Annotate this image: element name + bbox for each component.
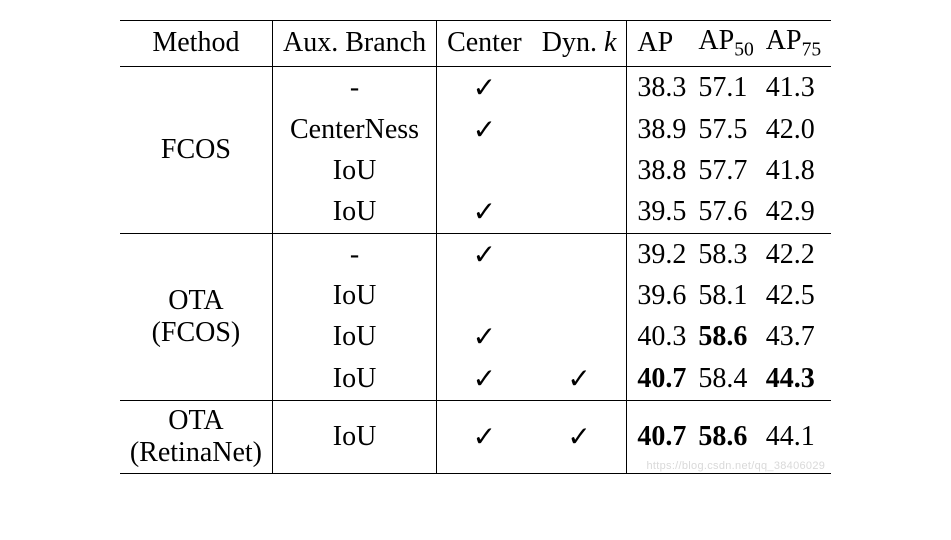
method-fcos: FCOS (120, 66, 273, 233)
ap50-cell: 58.3 (692, 233, 759, 276)
center-cell: ✓ (437, 358, 532, 401)
ap75-cell: 42.9 (760, 191, 831, 234)
ap-cell: 38.9 (627, 109, 693, 151)
header-aux: Aux. Branch (273, 21, 437, 67)
center-cell: ✓ (437, 191, 532, 234)
method-ota-fcos: OTA (FCOS) (120, 233, 273, 400)
dynk-cell (532, 66, 627, 109)
aux-cell: IoU (273, 191, 437, 234)
ap-cell: 38.3 (627, 66, 693, 109)
aux-cell: IoU (273, 151, 437, 191)
ap50-cell: 57.6 (692, 191, 759, 234)
ap50-cell: 57.7 (692, 151, 759, 191)
ap-cell: 39.5 (627, 191, 693, 234)
center-cell: ✓ (437, 316, 532, 358)
aux-cell: IoU (273, 400, 437, 473)
ap-cell: 40.7 (627, 358, 693, 401)
ap50-cell: 58.6 (692, 316, 759, 358)
ap75-cell: 41.3 (760, 66, 831, 109)
header-ap75-sub: 75 (802, 40, 822, 61)
center-cell: ✓ (437, 400, 532, 473)
ap50-cell: 57.1 (692, 66, 759, 109)
dynk-cell (532, 276, 627, 316)
dynk-cell: ✓ (532, 358, 627, 401)
header-ap50-sub: 50 (734, 40, 754, 61)
aux-cell: - (273, 66, 437, 109)
aux-cell: CenterNess (273, 109, 437, 151)
header-method: Method (120, 21, 273, 67)
center-cell: ✓ (437, 66, 532, 109)
method-ota-fcos-l1: OTA (168, 285, 223, 316)
aux-cell: - (273, 233, 437, 276)
center-cell: ✓ (437, 109, 532, 151)
header-ap75-prefix: AP (766, 25, 802, 56)
ap75-cell: 41.8 (760, 151, 831, 191)
dynk-cell (532, 233, 627, 276)
aux-cell: IoU (273, 358, 437, 401)
header-dynk: Dyn. k (532, 21, 627, 67)
method-ota-retina-l1: OTA (168, 405, 223, 436)
results-table: Method Aux. Branch Center Dyn. k AP AP50… (120, 20, 831, 474)
dynk-cell (532, 151, 627, 191)
header-ap50: AP50 (692, 21, 759, 67)
ap-cell: 38.8 (627, 151, 693, 191)
ap75-cell: 44.3 (760, 358, 831, 401)
header-ap75: AP75 (760, 21, 831, 67)
watermark-text: https://blog.csdn.net/qq_38406029 (646, 460, 825, 472)
ap50-cell: 57.5 (692, 109, 759, 151)
header-dynk-prefix: Dyn. (542, 27, 604, 58)
ap75-cell: 42.2 (760, 233, 831, 276)
header-dynk-var: k (604, 27, 616, 58)
dynk-cell: ✓ (532, 400, 627, 473)
ap75-cell: 42.0 (760, 109, 831, 151)
method-ota-fcos-l2: (FCOS) (152, 317, 241, 348)
ap50-cell: 58.1 (692, 276, 759, 316)
header-ap: AP (627, 21, 693, 67)
center-cell (437, 276, 532, 316)
dynk-cell (532, 316, 627, 358)
ap-cell: 39.2 (627, 233, 693, 276)
center-cell: ✓ (437, 233, 532, 276)
ap75-cell: 43.7 (760, 316, 831, 358)
ap-cell: 40.3 (627, 316, 693, 358)
dynk-cell (532, 109, 627, 151)
dynk-cell (532, 191, 627, 234)
aux-cell: IoU (273, 276, 437, 316)
center-cell (437, 151, 532, 191)
ap50-cell: 58.4 (692, 358, 759, 401)
ap75-cell: 42.5 (760, 276, 831, 316)
aux-cell: IoU (273, 316, 437, 358)
method-ota-retina-l2: (RetinaNet) (130, 437, 262, 468)
method-ota-retinanet: OTA (RetinaNet) (120, 400, 273, 473)
ap-cell: 39.6 (627, 276, 693, 316)
header-center: Center (437, 21, 532, 67)
header-ap50-prefix: AP (698, 25, 734, 56)
